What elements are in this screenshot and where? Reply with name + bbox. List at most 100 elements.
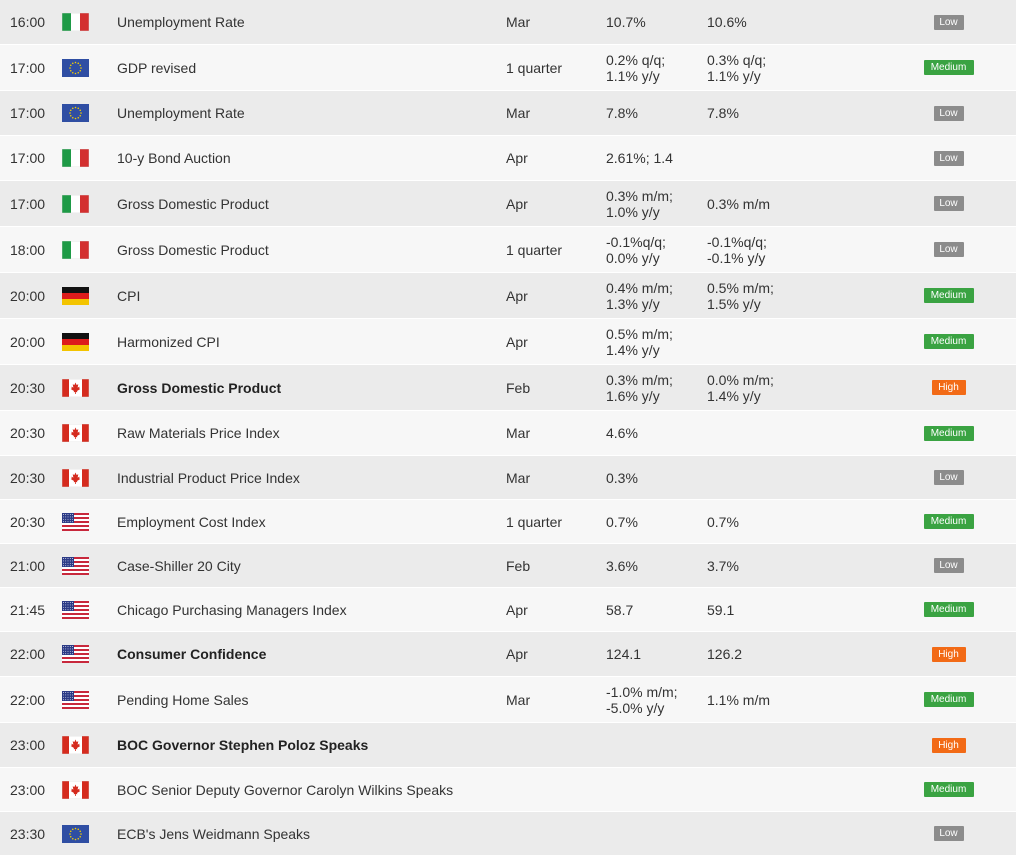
table-row[interactable]: 22:00 Pending Home Sales Mar -1.0% m/m; -5.0… — [0, 677, 1016, 723]
event-name[interactable]: Chicago Purchasing Managers Index — [117, 601, 347, 618]
event-forecast-value: 0.7% — [707, 513, 739, 530]
usa-flag-icon — [62, 600, 89, 619]
table-row[interactable]: 21:00 Case-Shiller 20 City Feb 3.6% 3.7% Low — [0, 544, 1016, 588]
event-forecast-value: 7.8% — [707, 105, 739, 121]
table-row[interactable]: 20:30 Employment Cost Index 1 quarter 0.7% 0… — [0, 500, 1016, 544]
event-time: 20:30 — [10, 513, 46, 530]
event-forecast-value: 1.1% m/m — [707, 691, 771, 708]
event-name[interactable]: Consumer Confidence — [117, 646, 267, 662]
importance-badge: Low — [933, 105, 964, 121]
event-actual-value: -0.1%q/q; 0.0% y/y — [606, 233, 666, 266]
event-name[interactable]: Pending Home Sales — [117, 691, 249, 708]
event-time: 17:00 — [10, 105, 46, 121]
event-period: Mar — [506, 425, 531, 441]
canada-flag-icon — [62, 378, 89, 397]
event-name[interactable]: Case-Shiller 20 City — [117, 557, 241, 574]
event-name[interactable]: GDP revised — [117, 59, 197, 76]
importance-badge: Medium — [923, 60, 974, 75]
table-row[interactable]: 20:30 Industrial Product Price Index Mar 0.… — [0, 456, 1016, 500]
event-forecast-value: 3.7% — [707, 557, 739, 574]
importance-badge: High — [931, 380, 966, 395]
table-row[interactable]: 18:00 Gross Domestic Product 1 quarter -0.1… — [0, 227, 1016, 273]
event-time: 17:00 — [10, 150, 46, 166]
event-time: 20:30 — [10, 425, 46, 441]
event-name[interactable]: ECB's Jens Weidmann Speaks — [117, 825, 311, 842]
table-row[interactable]: 23:00 BOC Senior Deputy Governor Carolyn … — [0, 768, 1016, 812]
event-period: Mar — [506, 14, 531, 30]
event-forecast-value: 0.5% m/m; 1.5% y/y — [707, 279, 774, 312]
event-period: Apr — [506, 195, 528, 212]
event-name[interactable]: BOC Governor Stephen Poloz Speaks — [117, 737, 369, 753]
event-name[interactable]: Gross Domestic Product — [117, 379, 282, 396]
event-forecast-value: 59.1 — [707, 601, 735, 618]
importance-badge: Medium — [923, 692, 974, 707]
event-actual-value: 3.6% — [606, 557, 638, 574]
usa-flag-icon — [62, 690, 89, 709]
event-name[interactable]: Harmonized CPI — [117, 333, 220, 350]
importance-badge: Medium — [923, 288, 974, 303]
event-time: 20:30 — [10, 469, 46, 486]
italy-flag-icon — [62, 13, 89, 31]
event-name[interactable]: Raw Materials Price Index — [117, 425, 280, 441]
importance-badge: Low — [933, 196, 964, 211]
table-row[interactable]: 23:30 ECB's Jens Weidmann Speaks Low — [0, 812, 1016, 856]
importance-badge: Medium — [923, 602, 974, 617]
table-row[interactable]: 20:30 Gross Domestic Product Feb 0.3% m/m; 1… — [0, 365, 1016, 411]
table-row[interactable]: 20:00 CPI Apr 0.4% m/m; 1.3% y/y 0.5% m/m; 1.5… — [0, 273, 1016, 319]
event-period: Mar — [506, 105, 531, 121]
event-time: 17:00 — [10, 195, 46, 212]
importance-badge: Low — [933, 558, 964, 573]
event-time: 23:00 — [10, 737, 46, 753]
usa-flag-icon — [62, 645, 89, 663]
event-name[interactable]: Unemployment Rate — [117, 105, 245, 121]
event-period: 1 quarter — [506, 59, 563, 76]
table-row[interactable]: 22:00 Consumer Confidence Apr 124.1 126.2 Hig… — [0, 632, 1016, 677]
table-row[interactable]: 17:00 Gross Domestic Product Apr 0.3% m/m; 1… — [0, 181, 1016, 227]
eu-flag-icon — [62, 824, 89, 843]
importance-badge: Low — [933, 14, 964, 30]
event-period: Apr — [506, 601, 528, 618]
event-forecast-value: 0.0% m/m; 1.4% y/y — [707, 371, 774, 404]
event-name[interactable]: Unemployment Rate — [117, 14, 245, 30]
event-forecast-value: 0.3% m/m — [707, 195, 771, 212]
event-time: 21:45 — [10, 601, 46, 618]
canada-flag-icon — [62, 468, 89, 487]
importance-badge: High — [931, 737, 966, 753]
table-row[interactable]: 21:45 Chicago Purchasing Managers Index Ap… — [0, 588, 1016, 632]
usa-flag-icon — [62, 512, 89, 531]
italy-flag-icon — [62, 149, 89, 167]
event-period: Apr — [506, 646, 528, 662]
event-time: 20:00 — [10, 287, 46, 304]
event-name[interactable]: Industrial Product Price Index — [117, 469, 300, 486]
usa-flag-icon — [62, 556, 89, 575]
event-forecast-value: 10.6% — [707, 14, 747, 30]
event-name[interactable]: Gross Domestic Product — [117, 241, 269, 258]
event-name[interactable]: Gross Domestic Product — [117, 195, 269, 212]
table-row[interactable]: 16:00 Unemployment Rate Mar 10.7% 10.6% Low — [0, 0, 1016, 45]
importance-badge: Low — [933, 242, 964, 257]
event-actual-value: 0.3% m/m; 1.6% y/y — [606, 371, 673, 404]
event-time: 21:00 — [10, 557, 46, 574]
table-row[interactable]: 23:00 BOC Governor Stephen Poloz Speaks Hi… — [0, 723, 1016, 768]
event-period: 1 quarter — [506, 513, 563, 530]
table-row[interactable]: 17:00 Unemployment Rate Mar 7.8% 7.8% Low — [0, 91, 1016, 136]
event-forecast-value: 0.3% q/q; 1.1% y/y — [707, 51, 767, 84]
event-actual-value: 58.7 — [606, 601, 634, 618]
event-name[interactable]: CPI — [117, 287, 141, 304]
event-actual-value: 0.2% q/q; 1.1% y/y — [606, 51, 666, 84]
event-period: Apr — [506, 287, 528, 304]
importance-badge: Medium — [923, 514, 974, 529]
event-actual-value: 124.1 — [606, 646, 642, 662]
event-actual-value: -1.0% m/m; -5.0% y/y — [606, 683, 678, 716]
table-row[interactable]: 17:00 10-y Bond Auction Apr 2.61%; 1.4 Low — [0, 136, 1016, 181]
importance-badge: Low — [933, 826, 964, 841]
event-name[interactable]: Employment Cost Index — [117, 513, 266, 530]
table-row[interactable]: 17:00 GDP revised 1 quarter 0.2% q/q; 1.1% y… — [0, 45, 1016, 91]
event-actual-value: 4.6% — [606, 425, 638, 441]
table-row[interactable]: 20:30 Raw Materials Price Index Mar 4.6% Med… — [0, 411, 1016, 456]
event-name[interactable]: BOC Senior Deputy Governor Carolyn Wilki… — [117, 781, 454, 798]
table-row[interactable]: 20:00 Harmonized CPI Apr 0.5% m/m; 1.4% y/y M… — [0, 319, 1016, 365]
event-period: Feb — [506, 557, 531, 574]
event-name[interactable]: 10-y Bond Auction — [117, 150, 231, 166]
event-time: 22:00 — [10, 691, 46, 708]
